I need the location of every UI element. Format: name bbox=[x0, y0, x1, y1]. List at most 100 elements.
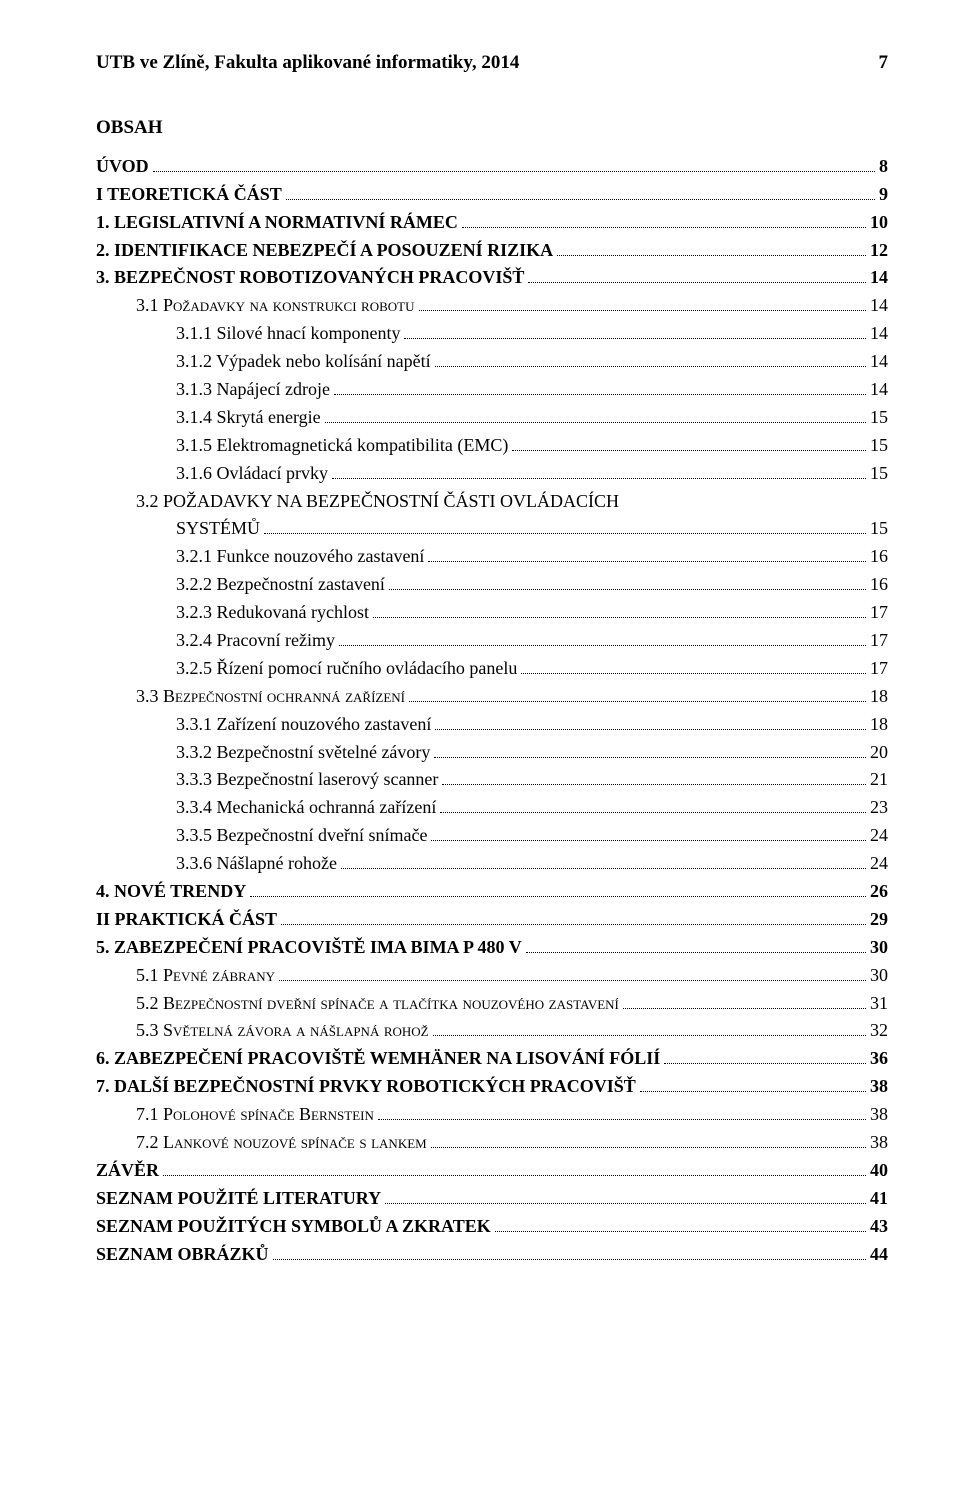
toc-entry: 7.1 Polohové spínače Bernstein 38 bbox=[96, 1101, 888, 1129]
toc-entry-page: 40 bbox=[870, 1157, 888, 1185]
toc-entry: II PRAKTICKÁ ČÁST29 bbox=[96, 906, 888, 934]
toc-dot-leader bbox=[495, 1218, 866, 1232]
toc-entry-page: 16 bbox=[870, 571, 888, 599]
toc-entry-label: SYSTÉMŮ bbox=[176, 515, 260, 543]
toc-entry: 6. ZABEZPEČENÍ PRACOVIŠTĚ WEMHÄNER NA LI… bbox=[96, 1045, 888, 1073]
toc-dot-leader bbox=[640, 1079, 866, 1093]
toc-entry-label: 3.1.4 Skrytá energie bbox=[176, 404, 321, 432]
toc-entry-label: 5.2 Bezpečnostní dveřní spínače a tlačít… bbox=[136, 990, 619, 1018]
toc-entry: ÚVOD8 bbox=[96, 153, 888, 181]
toc-entry: 3.2.2 Bezpečnostní zastavení16 bbox=[96, 571, 888, 599]
toc-entry-label: II PRAKTICKÁ ČÁST bbox=[96, 906, 277, 934]
toc-entry: 3.3.6 Nášlapné rohože 24 bbox=[96, 850, 888, 878]
toc-dot-leader bbox=[440, 800, 866, 814]
toc-entry: 3.3.3 Bezpečnostní laserový scanner21 bbox=[96, 766, 888, 794]
toc-entry: I TEORETICKÁ ČÁST 9 bbox=[96, 181, 888, 209]
toc-entry: 5.2 Bezpečnostní dveřní spínače a tlačít… bbox=[96, 990, 888, 1018]
toc-dot-leader bbox=[664, 1051, 866, 1065]
toc-entry-label: 4. NOVÉ TRENDY bbox=[96, 878, 246, 906]
toc-dot-leader bbox=[433, 1023, 866, 1037]
toc-entry-page: 41 bbox=[870, 1185, 888, 1213]
toc-entry-page: 24 bbox=[870, 850, 888, 878]
toc-entry: 3. BEZPEČNOST ROBOTIZOVANÝCH PRACOVIŠŤ 14 bbox=[96, 264, 888, 292]
toc-entry-page: 15 bbox=[870, 515, 888, 543]
toc-entry-label: 3.3.2 Bezpečnostní světelné závory bbox=[176, 739, 430, 767]
toc-dot-leader bbox=[273, 1246, 866, 1260]
toc-entry: 1. LEGISLATIVNÍ A NORMATIVNÍ RÁMEC10 bbox=[96, 209, 888, 237]
toc-entry-label: 3.3.4 Mechanická ochranná zařízení bbox=[176, 794, 436, 822]
toc-entry: SYSTÉMŮ 15 bbox=[96, 515, 888, 543]
toc-entry-page: 30 bbox=[870, 934, 888, 962]
toc-entry-page: 24 bbox=[870, 822, 888, 850]
toc-entry-page: 15 bbox=[870, 460, 888, 488]
toc-entry-page: 10 bbox=[870, 209, 888, 237]
toc-dot-leader bbox=[512, 437, 866, 451]
toc-entry-page: 14 bbox=[870, 264, 888, 292]
toc-entry-label: 3.2 POŽADAVKY NA BEZPEČNOSTNÍ ČÁSTI OVLÁ… bbox=[136, 488, 619, 516]
toc-dot-leader bbox=[334, 381, 866, 395]
toc-entry: 3.3 Bezpečnostní ochranná zařízení18 bbox=[96, 683, 888, 711]
toc-entry: 7.2 Lankové nouzové spínače s lankem38 bbox=[96, 1129, 888, 1157]
toc-entry-page: 38 bbox=[870, 1101, 888, 1129]
toc-dot-leader bbox=[404, 326, 866, 340]
toc-entry: 3.2.3 Redukovaná rychlost 17 bbox=[96, 599, 888, 627]
toc-entry: 3.1.6 Ovládací prvky 15 bbox=[96, 460, 888, 488]
toc-dot-leader bbox=[286, 186, 875, 200]
toc-entry-label: 7.1 Polohové spínače Bernstein bbox=[136, 1101, 374, 1129]
toc-entry: 3.1.5 Elektromagnetická kompatibilita (E… bbox=[96, 432, 888, 460]
toc-dot-leader bbox=[341, 856, 866, 870]
toc-entry-label: 3. BEZPEČNOST ROBOTIZOVANÝCH PRACOVIŠŤ bbox=[96, 264, 524, 292]
toc-entry: 5. ZABEZPEČENÍ PRACOVIŠTĚ IMA BIMA P 480… bbox=[96, 934, 888, 962]
toc-entry-label: 3.3.5 Bezpečnostní dveřní snímače bbox=[176, 822, 427, 850]
toc-entry-page: 30 bbox=[870, 962, 888, 990]
toc-entry-label: ÚVOD bbox=[96, 153, 149, 181]
toc-dot-leader bbox=[434, 744, 866, 758]
toc-dot-leader bbox=[623, 995, 866, 1009]
toc-entry-page: 43 bbox=[870, 1213, 888, 1241]
toc-dot-leader bbox=[339, 632, 866, 646]
toc-entry-label: 3.2.5 Řízení pomocí ručního ovládacího p… bbox=[176, 655, 517, 683]
toc-entry-page: 17 bbox=[870, 599, 888, 627]
toc-entry-page: 21 bbox=[870, 766, 888, 794]
toc-entry-label: 3.3.6 Nášlapné rohože bbox=[176, 850, 337, 878]
toc-entry-page: 23 bbox=[870, 794, 888, 822]
toc-entry-page: 14 bbox=[870, 292, 888, 320]
toc-entry: SEZNAM POUŽITÝCH SYMBOLŮ A ZKRATEK43 bbox=[96, 1213, 888, 1241]
toc-dot-leader bbox=[435, 354, 866, 368]
toc-entry-page: 17 bbox=[870, 655, 888, 683]
toc-entry: 3.3.1 Zařízení nouzového zastavení18 bbox=[96, 711, 888, 739]
toc-entry-page: 15 bbox=[870, 404, 888, 432]
toc-entry-label: 3.2.3 Redukovaná rychlost bbox=[176, 599, 369, 627]
toc-entry-page: 17 bbox=[870, 627, 888, 655]
toc-dot-leader bbox=[153, 158, 875, 172]
toc-dot-leader bbox=[163, 1162, 866, 1176]
toc-dot-leader bbox=[557, 242, 866, 256]
toc-dot-leader bbox=[332, 465, 866, 479]
toc-entry-label: 3.2.1 Funkce nouzového zastavení bbox=[176, 543, 424, 571]
toc-entry-label: 3.1.5 Elektromagnetická kompatibilita (E… bbox=[176, 432, 508, 460]
toc-entry-label: 3.1.6 Ovládací prvky bbox=[176, 460, 328, 488]
header-left: UTB ve Zlíně, Fakulta aplikované informa… bbox=[96, 48, 519, 77]
toc-entry-label: 3.1.1 Silové hnací komponenty bbox=[176, 320, 400, 348]
toc-entry-page: 20 bbox=[870, 739, 888, 767]
toc-dot-leader bbox=[281, 911, 866, 925]
toc-entry-page: 38 bbox=[870, 1129, 888, 1157]
toc-entry: 3.1.2 Výpadek nebo kolísání napětí14 bbox=[96, 348, 888, 376]
toc-dot-leader bbox=[431, 1134, 866, 1148]
toc-entry: 3.1.3 Napájecí zdroje14 bbox=[96, 376, 888, 404]
toc-entry-page: 18 bbox=[870, 711, 888, 739]
toc-entry: 3.3.5 Bezpečnostní dveřní snímače 24 bbox=[96, 822, 888, 850]
toc-dot-leader bbox=[385, 1190, 866, 1204]
toc-entry-label: SEZNAM POUŽITÉ LITERATURY bbox=[96, 1185, 381, 1213]
toc-dot-leader bbox=[250, 883, 866, 897]
toc-entry-page: 9 bbox=[879, 181, 888, 209]
toc-entry-page: 32 bbox=[870, 1017, 888, 1045]
toc-entry: 3.2.5 Řízení pomocí ručního ovládacího p… bbox=[96, 655, 888, 683]
toc-dot-leader bbox=[325, 409, 866, 423]
toc-entry-label: 3.2.4 Pracovní režimy bbox=[176, 627, 335, 655]
toc-dot-leader bbox=[279, 967, 866, 981]
toc-entry: 5.1 Pevné zábrany30 bbox=[96, 962, 888, 990]
toc-entry-label: I TEORETICKÁ ČÁST bbox=[96, 181, 282, 209]
toc-entry: 4. NOVÉ TRENDY26 bbox=[96, 878, 888, 906]
toc-entry: ZÁVĚR40 bbox=[96, 1157, 888, 1185]
